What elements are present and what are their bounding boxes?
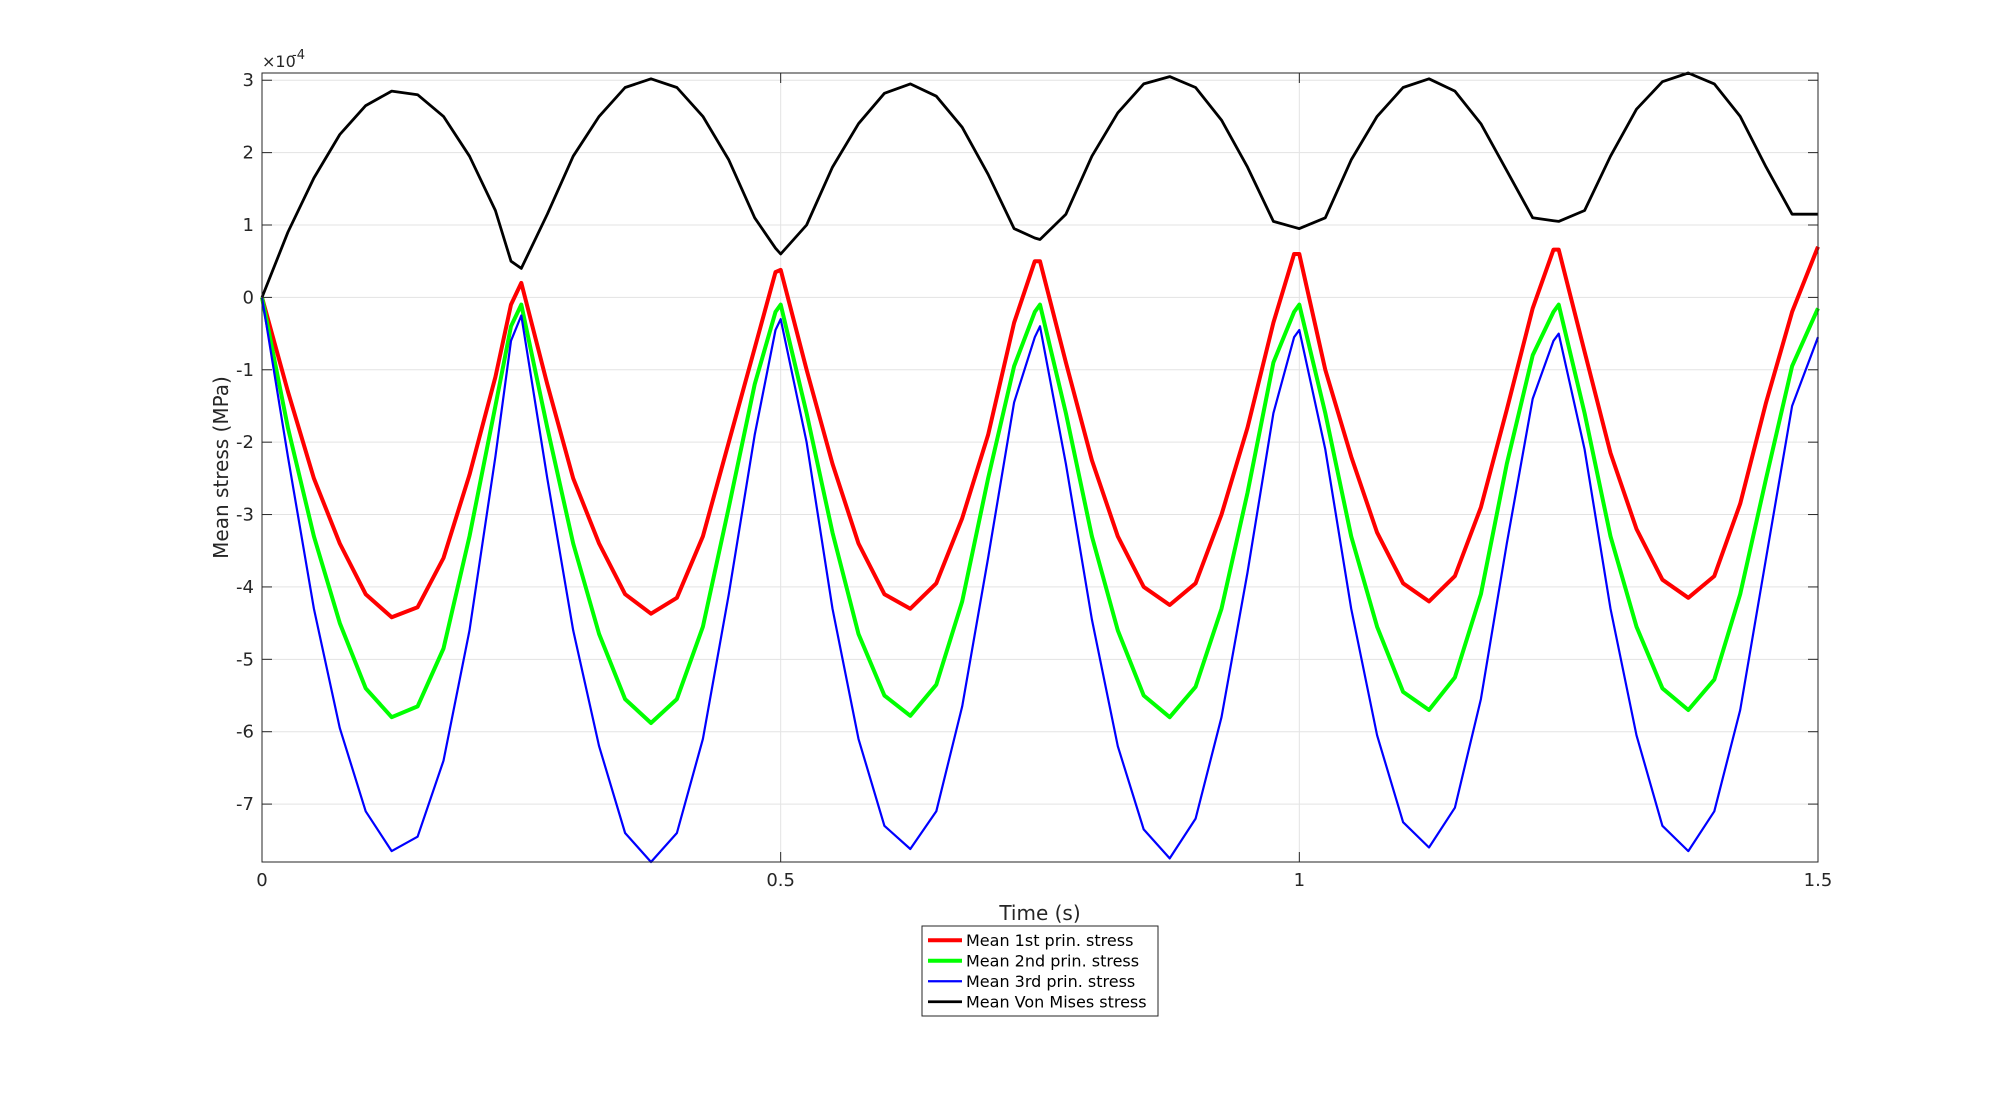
x-tick-label: 0 (256, 870, 267, 891)
x-tick-label: 1 (1294, 870, 1305, 891)
y-tick-label: 2 (243, 143, 254, 164)
y-tick-label: -6 (236, 722, 254, 743)
y-axis-label: Mean stress (MPa) (209, 376, 233, 559)
y-tick-label: 1 (243, 215, 254, 236)
y-tick-label: -4 (236, 577, 254, 598)
legend-label: Mean 2nd prin. stress (966, 951, 1139, 970)
plot-series (260, 71, 1820, 864)
series-line-1 (260, 245, 1820, 620)
y-tick-label: -2 (236, 432, 254, 453)
x-axis-label: Time (s) (998, 901, 1080, 925)
series-line-4 (260, 71, 1818, 298)
plot-area-frame (261, 72, 1819, 863)
y-tick-label: -1 (236, 360, 254, 381)
grid-lines (261, 73, 1819, 862)
y-tick-label: 3 (243, 70, 254, 91)
x-tick-label: 0.5 (766, 870, 795, 891)
x-tick-label: 1.5 (1804, 870, 1833, 891)
y-tick-label: -5 (236, 649, 254, 670)
y-tick-label: -7 (236, 794, 254, 815)
y-multiplier-exponent: -4 (292, 48, 305, 63)
y-multiplier-base: ×10 (262, 52, 296, 71)
series-line-2 (260, 297, 1820, 725)
legend-label: Mean Von Mises stress (966, 992, 1147, 1011)
series-line-3 (260, 297, 1820, 864)
legend-label: Mean 3rd prin. stress (966, 972, 1135, 991)
y-tick-label: 0 (243, 287, 254, 308)
y-tick-label: -3 (236, 505, 254, 526)
legend-label: Mean 1st prin. stress (966, 931, 1133, 950)
axis-ticks: 0 0.5 1 1.5 3 2 1 0 -1 -2 -3 -4 -5 -6 -7 (236, 70, 1832, 891)
y-axis-multiplier: ×10 -4 (262, 48, 305, 71)
